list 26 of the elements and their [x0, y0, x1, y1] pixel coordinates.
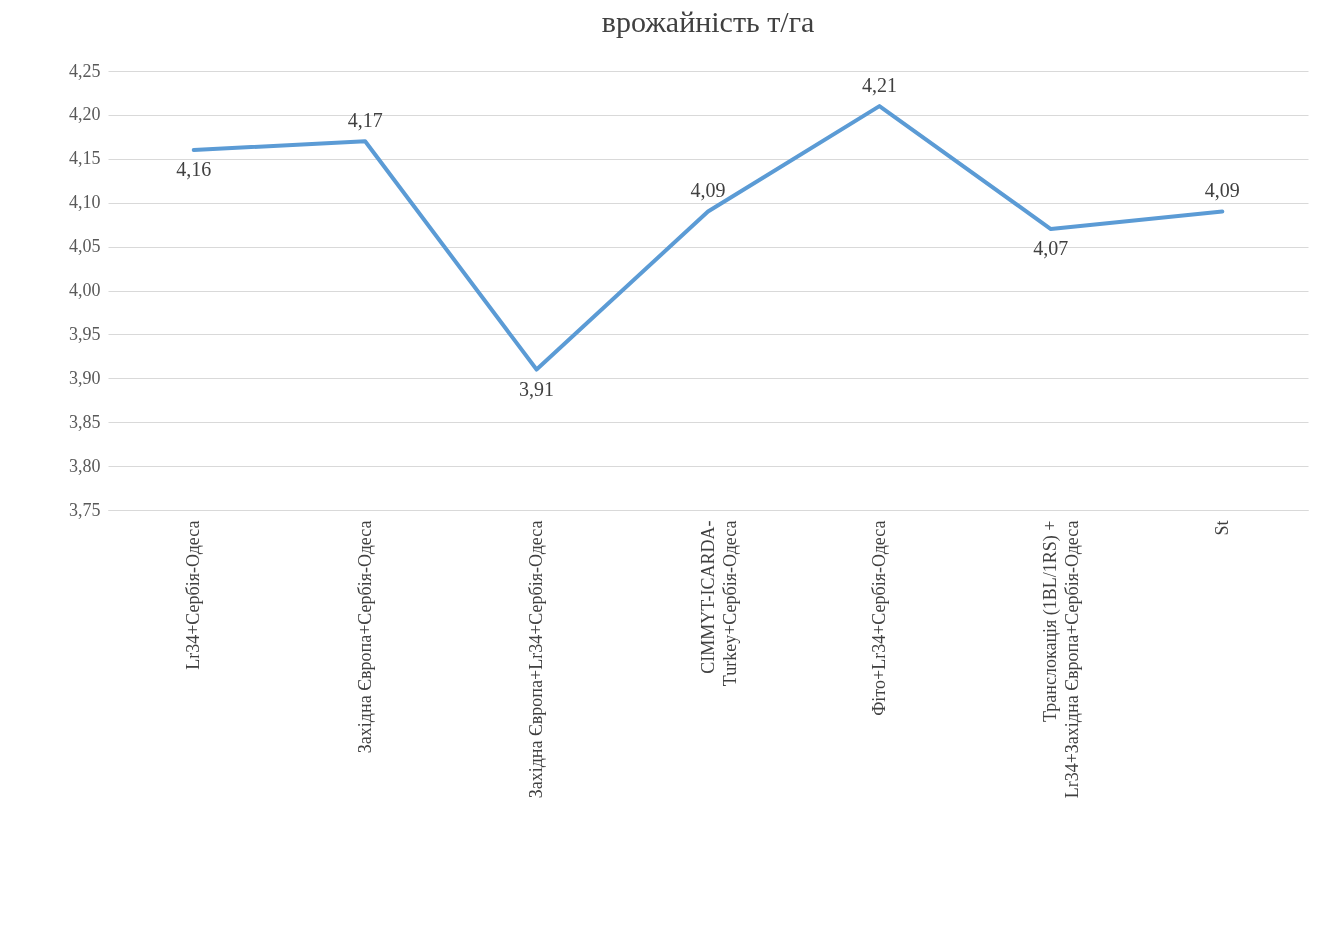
y-tick-label: 4,15	[69, 148, 101, 169]
x-tick-label: Фіто+Lr34+Сербія-Одеса	[868, 520, 889, 716]
x-tick-label: CIMMYT-ICARDA- Turkey+Сербія-Одеса	[697, 520, 740, 687]
y-tick-label: 3,80	[69, 455, 101, 476]
data-label: 4,16	[176, 158, 212, 181]
x-tick-label: Західна Європа+Lr34+Сербія-Одеса	[526, 520, 547, 799]
y-tick-label: 3,85	[69, 411, 101, 432]
data-label: 4,09	[690, 179, 726, 202]
y-tick-label: 3,90	[69, 367, 101, 388]
chart-title: врожайність т/га	[601, 5, 815, 38]
data-label: 3,91	[519, 377, 555, 400]
y-tick-label: 4,00	[69, 280, 101, 300]
x-tick-label: Транслокація (1BL/1RS) + Lr34+Західна Європа+Сербія-Одеса	[1040, 520, 1083, 799]
y-tick-label: 4,10	[69, 192, 101, 213]
data-label: 4,17	[347, 109, 383, 132]
y-tick-label: 4,05	[69, 236, 101, 257]
data-label: 4,21	[861, 74, 897, 97]
data-label: 4,09	[1204, 179, 1240, 202]
x-tick-label: St	[1211, 520, 1232, 536]
y-tick-label: 4,20	[69, 104, 101, 125]
y-tick-label: 3,95	[69, 323, 101, 344]
y-tick-label: 4,25	[69, 60, 101, 81]
data-label: 4,07	[1033, 237, 1069, 260]
x-tick-label: Lr34+Сербія-Одеса	[183, 520, 204, 670]
y-tick-label: 3,75	[69, 499, 101, 520]
x-tick-label: Західна Європа+Сербія-Одеса	[354, 520, 375, 754]
